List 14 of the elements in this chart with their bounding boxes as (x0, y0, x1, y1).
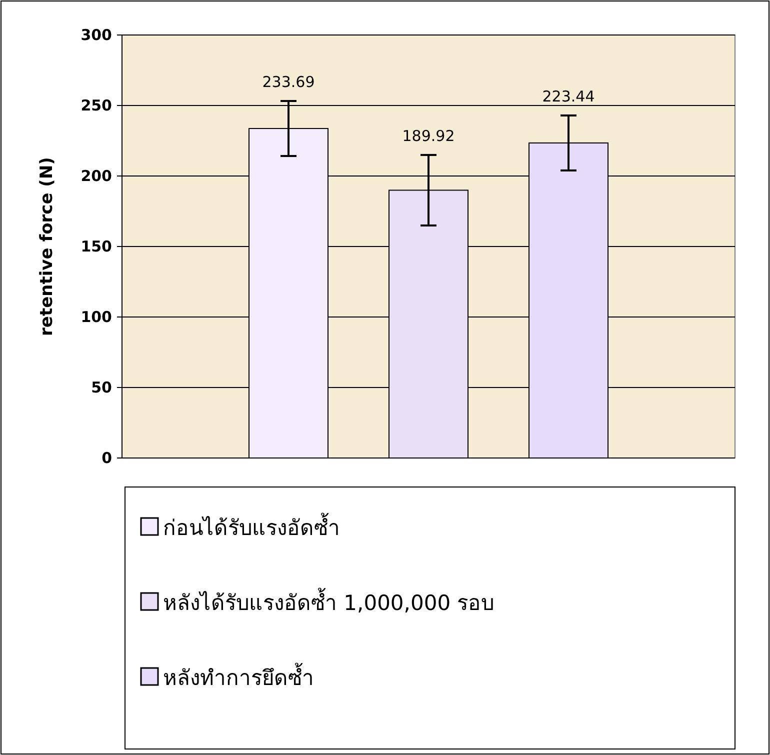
data-label: 189.92 (402, 126, 455, 145)
y-tick-label: 150 (80, 238, 112, 256)
data-label: 223.44 (542, 87, 595, 106)
y-tick-label: 100 (80, 308, 112, 326)
y-tick-label: 200 (80, 167, 112, 185)
y-axis-title: retentive force (N) (37, 157, 57, 336)
legend-label: ก่อนได้รับแรงอัดซ้ำ (163, 513, 340, 540)
data-label: 233.69 (262, 73, 315, 91)
y-tick-label: 300 (80, 26, 112, 44)
y-tick-label: 0 (102, 449, 112, 467)
y-tick-label: 50 (91, 378, 112, 396)
legend-label: หลังได้รับแรงอัดซ้ำ 1,000,000 รอบ (163, 588, 494, 615)
y-tick-label: 250 (80, 96, 112, 114)
legend-label: หลังทำการยึดซ้ำ (163, 663, 314, 690)
